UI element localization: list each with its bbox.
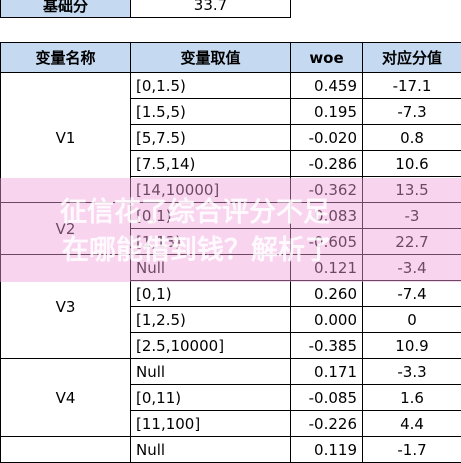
- cell-score: 10.6: [363, 151, 461, 177]
- cell-range: [7.5,14): [131, 151, 291, 177]
- cell-score: 0: [363, 307, 461, 333]
- header-cell: woe: [291, 43, 363, 73]
- cell-range: [1.5,5): [131, 99, 291, 125]
- cell-score: -7.3: [363, 99, 461, 125]
- watermark-text: 在哪能借到钱？解析了: [62, 228, 332, 267]
- watermark: 征信花了综合评分不足在哪能借到钱？解析了: [0, 178, 461, 282]
- cell-score: -1.7: [363, 437, 461, 463]
- variable-name: V4: [1, 359, 131, 437]
- cell-range: [1,2.5): [131, 307, 291, 333]
- cell-range: [0,1): [131, 281, 291, 307]
- cell-woe: -0.020: [291, 125, 363, 151]
- cell-woe: 0.119: [291, 437, 363, 463]
- base-label: 基础分: [1, 0, 131, 18]
- cell-woe: -0.286: [291, 151, 363, 177]
- cell-range: Null: [131, 359, 291, 385]
- cell-score: -3.3: [363, 359, 461, 385]
- cell-woe: 0.459: [291, 73, 363, 99]
- cell-score: 0.8: [363, 125, 461, 151]
- watermark-text: 征信花了综合评分不足: [60, 190, 330, 229]
- header-cell: 变量名称: [1, 43, 131, 73]
- header-cell: 变量取值: [131, 43, 291, 73]
- header-cell: 对应分值: [363, 43, 461, 73]
- cell-range: [0,1.5): [131, 73, 291, 99]
- base-row: 基础分 33.7: [1, 0, 291, 18]
- table-row: V1[0,1.5)0.459-17.1: [1, 73, 461, 99]
- cell-score: -7.4: [363, 281, 461, 307]
- cell-score: 1.6: [363, 385, 461, 411]
- variable-name: [1, 437, 131, 463]
- cell-range: [2.5,10000]: [131, 333, 291, 359]
- cell-woe: 0.171: [291, 359, 363, 385]
- base-table: 基础分 33.7: [0, 0, 291, 18]
- cell-woe: 0.195: [291, 99, 363, 125]
- cell-score: 10.9: [363, 333, 461, 359]
- cell-woe: 0.000: [291, 307, 363, 333]
- cell-range: [5,7.5): [131, 125, 291, 151]
- cell-woe: 0.260: [291, 281, 363, 307]
- base-value: 33.7: [131, 0, 291, 18]
- cell-score: 4.4: [363, 411, 461, 437]
- cell-range: [11,100]: [131, 411, 291, 437]
- cell-woe: -0.385: [291, 333, 363, 359]
- cell-woe: -0.085: [291, 385, 363, 411]
- cell-range: Null: [131, 437, 291, 463]
- cell-score: -17.1: [363, 73, 461, 99]
- cell-woe: -0.226: [291, 411, 363, 437]
- cell-range: [0,11): [131, 385, 291, 411]
